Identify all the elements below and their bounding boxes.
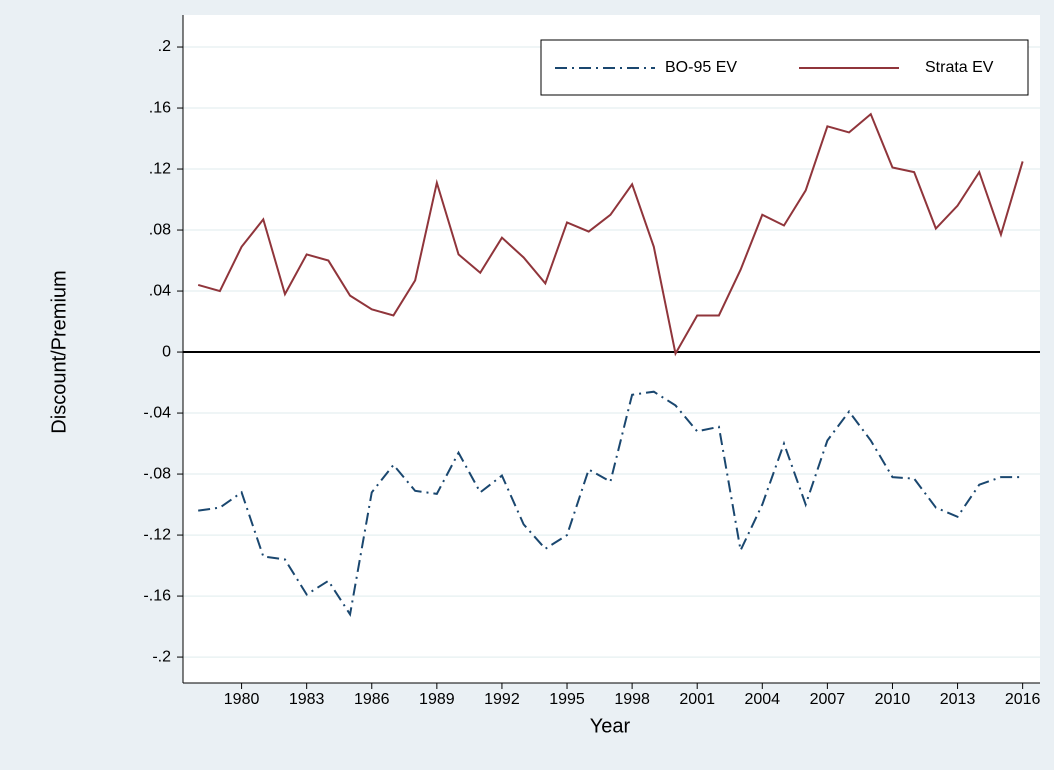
x-tick-label: 1980: [224, 691, 260, 708]
line-series: [198, 390, 1023, 618]
line-series: [197, 112, 1024, 357]
y-axis-title: Discount/Premium: [48, 270, 70, 433]
x-tick-label: 2004: [744, 691, 780, 708]
legend-box: [540, 39, 1029, 96]
x-tick-label: 1989: [419, 691, 455, 708]
y-tick-label: 0: [162, 343, 171, 360]
x-tick-label: 1995: [549, 691, 585, 708]
x-axis-title: Year: [590, 715, 631, 737]
x-tick-label: 2001: [679, 691, 715, 708]
y-tick-label: .12: [149, 160, 171, 177]
y-tick-label: .2: [158, 38, 171, 55]
x-tick-label: 2010: [875, 691, 911, 708]
x-tick-label: 2007: [810, 691, 846, 708]
y-tick-label: -.2: [152, 648, 171, 665]
x-tick-label: 2013: [940, 691, 976, 708]
x-tick-label: 1992: [484, 691, 520, 708]
legend-label: BO-95 EV: [665, 59, 737, 76]
y-tick-label: .16: [149, 99, 171, 116]
plot-area: [183, 15, 1040, 683]
y-tick-label: .04: [149, 282, 171, 299]
y-tick-label: .08: [149, 221, 171, 238]
y-tick-label: -.04: [143, 404, 171, 421]
y-tick-label: -.08: [143, 465, 171, 482]
x-tick-label: 1998: [614, 691, 650, 708]
x-tick-label: 2016: [1005, 691, 1041, 708]
y-tick-label: -.16: [143, 587, 171, 604]
x-tick-label: 1983: [289, 691, 325, 708]
y-tick-label: -.12: [143, 526, 171, 543]
x-tick-label: 1986: [354, 691, 390, 708]
legend-label: Strata EV: [925, 59, 994, 76]
